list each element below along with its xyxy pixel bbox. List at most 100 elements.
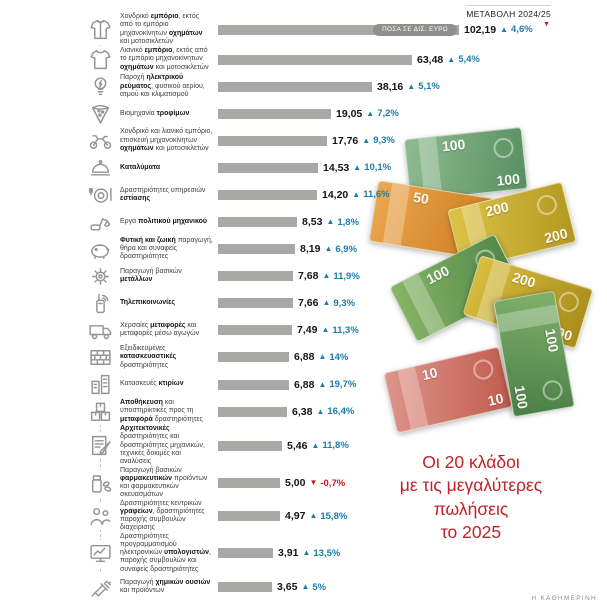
row-change: 15,8% xyxy=(320,510,348,522)
chart-row: Χονδρικό εμπόριο, εκτός από το εμπόριο μ… xyxy=(80,13,588,46)
row-value: 7,68 xyxy=(298,270,319,283)
value-bar xyxy=(218,81,372,92)
row-value: 17,76 xyxy=(332,134,359,147)
chart-row: Παραγωγή βασικών φαρμακευτικών προϊόντων… xyxy=(80,467,588,500)
row-change: 5% xyxy=(312,581,327,593)
row-change: 7,2% xyxy=(377,108,399,120)
row-value: 19,05 xyxy=(336,107,363,120)
syringe-icon xyxy=(80,573,120,601)
gear-icon xyxy=(80,262,120,290)
units-badge: ΠΟΣΑ ΣΕ ΔΙΣ. ΕΥΡΩ xyxy=(373,23,457,36)
medicine-icon xyxy=(80,469,120,497)
arrow-up-icon: ▲ xyxy=(311,440,320,450)
row-label: Τηλεπικοινωνίες xyxy=(120,299,176,307)
row-value: 6,88 xyxy=(294,378,315,391)
row-value: 7,66 xyxy=(298,297,319,310)
chart-row: Δραστηριότητες κεντρικών γραφείων, δραστ… xyxy=(80,500,588,533)
row-label: Εξειδικευμένες κατασκευαστικές δραστηριό… xyxy=(120,345,177,369)
row-value: 6,88 xyxy=(294,351,315,364)
arrow-up-icon: ▲ xyxy=(324,244,333,254)
chart-title: Οι 20 κλάδοι με τις μεγαλύτερες πωλήσεις… xyxy=(399,452,543,542)
brick-wall-icon xyxy=(80,343,120,371)
row-change: 19,7% xyxy=(329,379,357,391)
dining-icon xyxy=(80,181,120,209)
arrow-up-icon: ▲ xyxy=(301,582,310,592)
row-label: Αρχιτεκτονικές δραστηριότητες και δραστη… xyxy=(120,425,205,466)
row-label: Δραστηριότητες προγραμματισμού ηλεκτρονι… xyxy=(120,532,211,573)
row-change: 11,9% xyxy=(333,270,360,282)
row-change: 11,6% xyxy=(363,189,390,201)
pizza-icon xyxy=(80,100,120,128)
value-bar xyxy=(218,582,272,593)
arrow-up-icon: ▲ xyxy=(316,406,325,416)
value-bar xyxy=(218,298,293,309)
bar-chart: Χονδρικό εμπόριο, εκτός από το εμπόριο μ… xyxy=(80,13,588,601)
row-value: 5,00 xyxy=(285,477,306,489)
row-value: 6,38 xyxy=(292,405,313,418)
arrow-up-icon: ▲ xyxy=(362,135,371,145)
buildings-icon xyxy=(80,371,120,399)
truck-icon xyxy=(80,316,120,344)
row-value: 8,53 xyxy=(302,216,323,229)
chart-row: Κατασκευές κτιρίων 6,88 ▲ 19,7% xyxy=(80,371,588,399)
chart-row: Εργα πολιτικού μηχανικού 8,53 ▲ 1,8% xyxy=(80,208,588,236)
row-label: Χερσαίες μεταφορές και μεταφορές μέσω αγ… xyxy=(120,322,200,338)
row-value: 14,20 xyxy=(322,188,349,201)
arrow-up-icon: ▲ xyxy=(326,217,335,227)
motorcycle-icon xyxy=(80,127,120,155)
row-change: 10,1% xyxy=(364,162,392,174)
chart-row: Παραγωγή βασικών μετάλλων 7,68 ▲ 11,9% xyxy=(80,262,588,290)
boxes-icon xyxy=(80,398,120,426)
arrow-up-icon: ▲ xyxy=(353,162,362,172)
row-value: 5,46 xyxy=(287,439,308,452)
row-label: Βιομηχανία τροφίμων xyxy=(120,109,190,117)
row-change: 13,5% xyxy=(313,547,341,559)
row-value: 3,91 xyxy=(278,547,299,560)
chart-row: Τηλεπικοινωνίες 7,66 ▲ 9,3% xyxy=(80,289,588,317)
bell-icon xyxy=(80,154,120,182)
blueprint-icon xyxy=(80,432,120,460)
value-bar xyxy=(218,54,412,65)
row-change: 5,1% xyxy=(418,81,440,93)
arrow-up-icon: ▲ xyxy=(318,352,327,362)
piggy-bank-icon xyxy=(80,235,120,263)
row-value: 63,48 xyxy=(417,53,444,66)
excavator-icon xyxy=(80,208,120,236)
arrow-up-icon: ▲ xyxy=(500,24,509,34)
value-bar xyxy=(218,189,317,200)
publisher-credit: Η ΚΑΘΗΜΕΡΙΝΗ xyxy=(531,595,597,602)
row-label: Παραγωγή βασικών φαρμακευτικών προϊόντων… xyxy=(120,466,208,499)
row-label: Αποθήκευση και υποστηρικτικές προς τη με… xyxy=(120,399,203,423)
value-bar xyxy=(218,511,280,522)
chart-row: Παραγωγή χημικών ουσιών και προϊόντων 3,6… xyxy=(80,573,588,601)
chart-row: Αποθήκευση και υποστηρικτικές προς τη με… xyxy=(80,398,588,426)
row-label: Χονδρικό και λιανικό εμπόριο, επισκευή μ… xyxy=(120,128,213,152)
row-change: 1,8% xyxy=(337,216,360,228)
row-change: 5,4% xyxy=(458,54,480,66)
row-change: 4,6% xyxy=(511,24,533,35)
row-value: 3,65 xyxy=(277,581,298,594)
value-bar xyxy=(218,244,295,255)
arrow-up-icon: ▲ xyxy=(352,189,361,199)
chart-row: Δραστηριότητες υπηρεσιών εστίασης 14,20 ▲ 1… xyxy=(80,181,588,209)
jacket-icon xyxy=(80,16,120,43)
value-bar xyxy=(218,271,293,282)
value-bar xyxy=(218,217,297,228)
chart-row: Δραστηριότητες προγραμματισμού ηλεκτρονι… xyxy=(80,533,588,574)
row-value: 38,16 xyxy=(377,80,404,93)
row-change: -0,7% xyxy=(320,477,346,489)
row-label: Κατασκευές κτιρίων xyxy=(120,380,184,388)
apron-icon xyxy=(80,46,120,74)
row-change: 6,9% xyxy=(335,243,358,255)
value-bar xyxy=(218,478,280,488)
chart-row: Βιομηχανία τροφίμων 19,05 ▲ 7,2% xyxy=(80,100,588,128)
chart-row: Χερσαίες μεταφορές και μεταφορές μέσω αγ… xyxy=(80,316,588,344)
chart-row: Χονδρικό και λιανικό εμπόριο, επισκευή μ… xyxy=(80,127,588,155)
row-value: 4,97 xyxy=(285,510,306,523)
chart-row: Λιανικό εμπόριο, εκτός από το εμπόριο μη… xyxy=(80,46,588,74)
row-label: Δραστηριότητες κεντρικών γραφείων, δραστ… xyxy=(120,499,205,532)
row-change: 9,3% xyxy=(333,297,356,309)
arrow-up-icon: ▲ xyxy=(309,511,318,521)
value-bar xyxy=(218,379,289,390)
